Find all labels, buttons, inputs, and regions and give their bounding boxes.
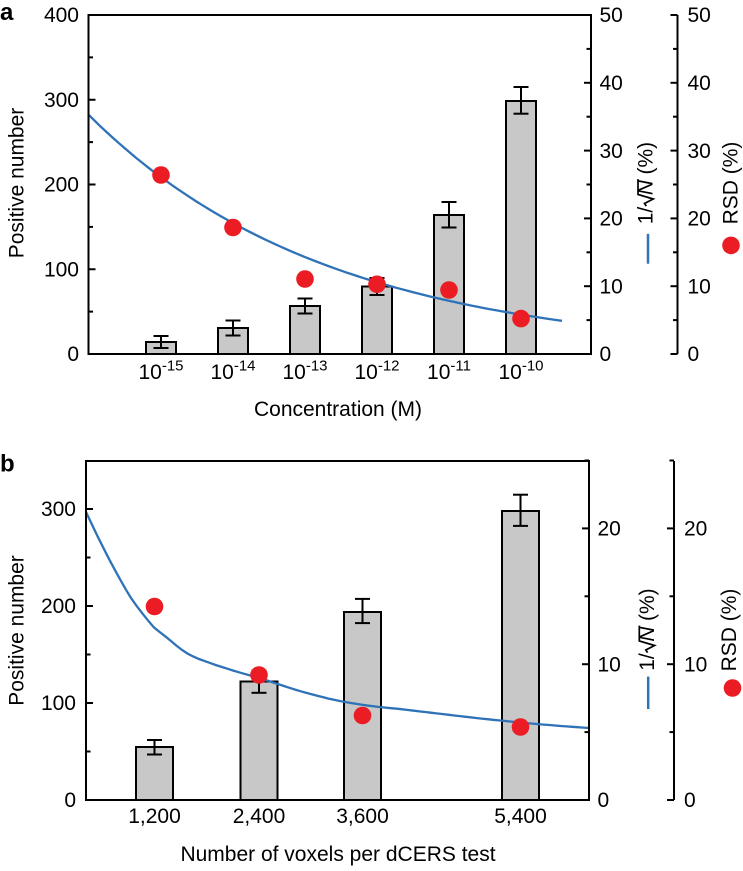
svg-text:10-11: 10-11 [427,358,471,384]
svg-text:0: 0 [67,343,79,366]
svg-text:10-14: 10-14 [210,358,255,384]
svg-text:40: 40 [600,72,623,95]
svg-text:10-13: 10-13 [282,358,327,384]
svg-text:N: N [635,179,658,195]
svg-text:Positive number: Positive number [6,555,29,706]
svg-text:0: 0 [598,789,610,812]
svg-text:200: 200 [44,174,79,197]
svg-text:0: 0 [688,343,700,366]
svg-text:1/: 1/ [636,653,659,671]
svg-text:40: 40 [688,72,711,95]
svg-text:10-15: 10-15 [138,358,183,384]
svg-text:20: 20 [684,518,707,541]
svg-text:Number of voxels per dCERS tes: Number of voxels per dCERS test [180,843,495,866]
svg-text:b: b [0,451,15,478]
svg-text:0: 0 [600,343,612,366]
svg-text:20: 20 [688,208,711,231]
svg-text:RSD (%): RSD (%) [718,589,741,672]
svg-text:20: 20 [600,208,623,231]
svg-text:RSD (%): RSD (%) [720,142,743,225]
svg-text:400: 400 [44,4,79,27]
svg-text:300: 300 [44,89,79,112]
svg-text:0: 0 [64,789,76,812]
svg-text:10-10: 10-10 [498,358,543,384]
svg-text:10: 10 [598,653,621,676]
svg-text:200: 200 [41,595,76,618]
svg-text:5,400: 5,400 [494,805,547,828]
svg-text:0: 0 [684,789,696,812]
svg-text:Positive number: Positive number [6,108,29,259]
svg-text:Concentration (M): Concentration (M) [254,398,422,421]
svg-text:100: 100 [41,692,76,715]
svg-text:3,600: 3,600 [336,805,389,828]
svg-text:a: a [0,0,14,26]
svg-text:10: 10 [688,275,711,298]
svg-text:1,200: 1,200 [128,805,181,828]
svg-text:300: 300 [41,498,76,521]
svg-text:10: 10 [684,653,707,676]
svg-text:30: 30 [600,140,623,163]
svg-text:30: 30 [688,140,711,163]
svg-text:10-12: 10-12 [354,358,399,384]
svg-text:2,400: 2,400 [233,805,286,828]
svg-text:N: N [636,626,659,642]
svg-text:(%): (%) [636,588,659,625]
svg-text:20: 20 [598,518,621,541]
svg-text:(%): (%) [635,142,658,179]
svg-text:100: 100 [44,258,79,281]
svg-text:10: 10 [600,275,623,298]
svg-text:1/: 1/ [635,207,658,225]
svg-text:50: 50 [600,4,623,27]
svg-text:50: 50 [688,4,711,27]
